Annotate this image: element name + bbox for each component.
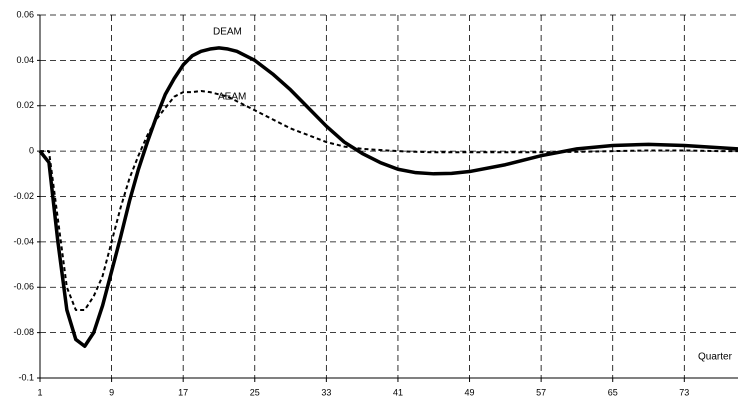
series-label: AEAM xyxy=(218,92,246,103)
y-tick-label: 0.02 xyxy=(16,100,34,110)
x-tick-label: 1 xyxy=(37,387,42,397)
x-tick-label: 65 xyxy=(608,387,618,397)
y-tick-label: 0.04 xyxy=(16,55,34,65)
x-tick-label: 57 xyxy=(536,387,546,397)
series-label: DEAM xyxy=(213,27,242,38)
x-tick-label: 25 xyxy=(250,387,260,397)
y-tick-label: -0.02 xyxy=(13,191,34,201)
y-tick-label: -0.06 xyxy=(13,282,34,292)
plot-lines xyxy=(38,46,738,348)
x-tick-label: 41 xyxy=(393,387,403,397)
grid xyxy=(37,14,738,382)
x-tick-label: 33 xyxy=(321,387,331,397)
x-axis-label: Quarter xyxy=(698,352,733,363)
y-tick-label: -0.04 xyxy=(13,236,34,246)
y-tick-label: -0.1 xyxy=(18,372,34,382)
x-tick-label: 9 xyxy=(109,387,114,397)
x-tick-label: 73 xyxy=(679,387,689,397)
y-tick-label: -0.08 xyxy=(13,327,34,337)
y-tick-label: 0 xyxy=(29,146,34,156)
x-tick-label: 17 xyxy=(178,387,188,397)
y-tick-label: 0.06 xyxy=(16,9,34,19)
series-line xyxy=(40,90,738,311)
series-line xyxy=(38,46,738,348)
x-tick-label: 49 xyxy=(465,387,475,397)
